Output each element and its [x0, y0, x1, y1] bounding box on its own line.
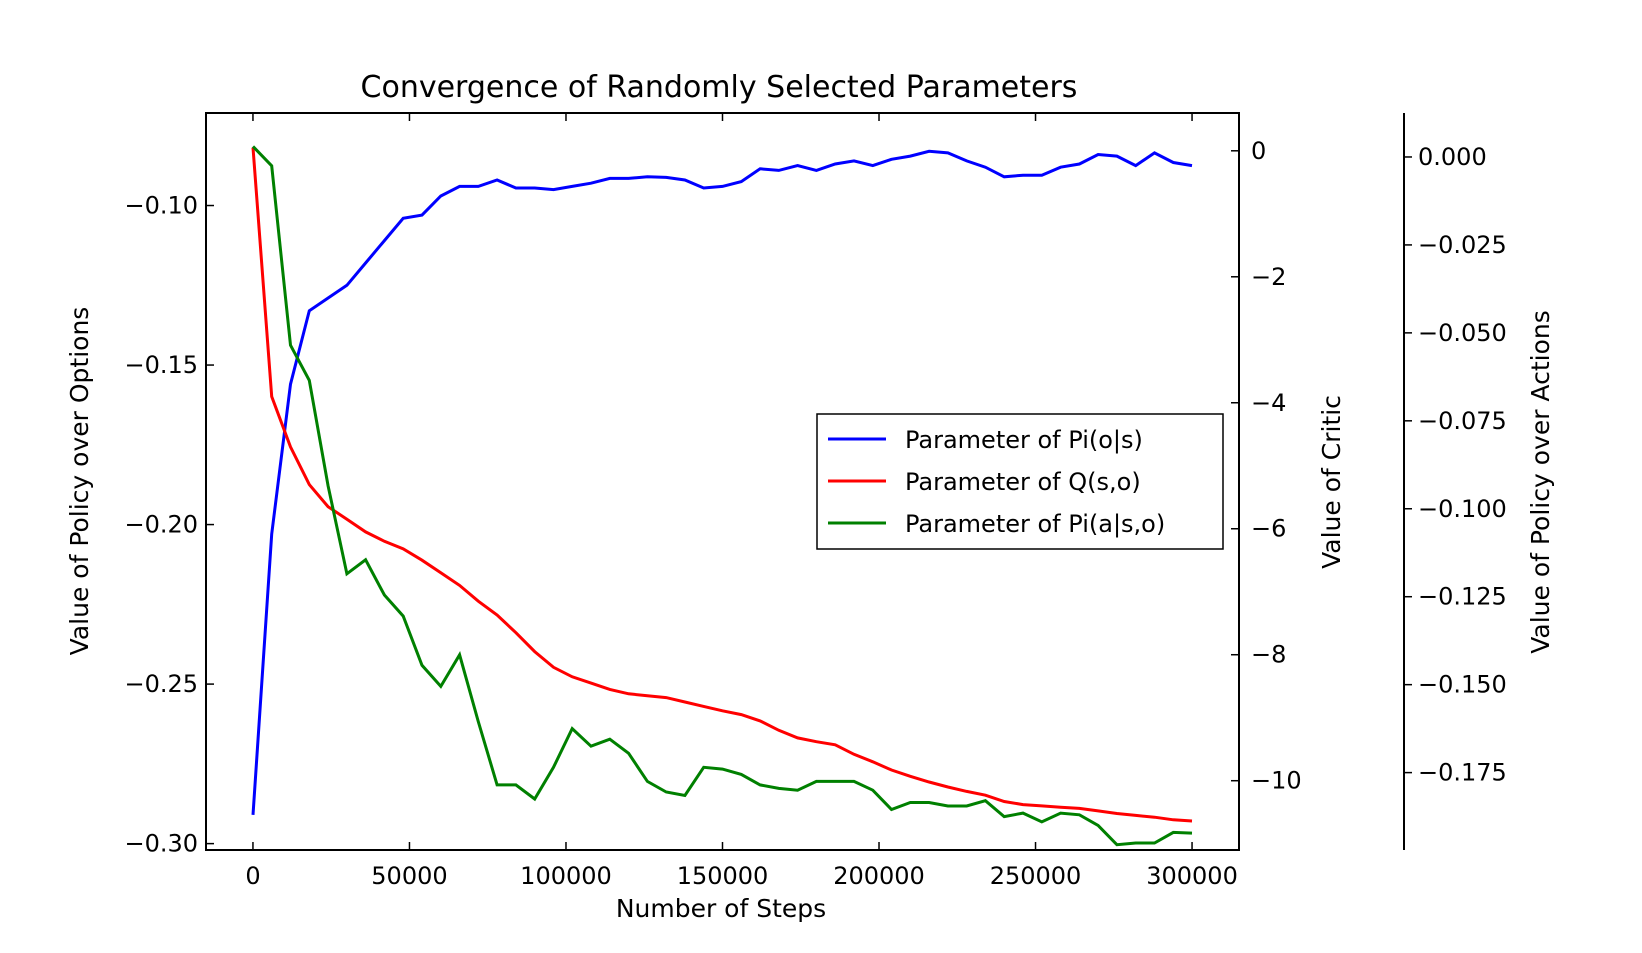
x-tick-label: 50000 — [371, 862, 447, 890]
actions-tick-label: −0.150 — [1418, 671, 1507, 699]
chart-title: Convergence of Randomly Selected Paramet… — [361, 70, 1078, 105]
right-critic-axis-ticks: 0 −2 −4 −6 −8 −10 — [1231, 137, 1302, 795]
critic-tick-label: −8 — [1251, 641, 1286, 669]
actions-tick-label: −0.025 — [1418, 231, 1507, 259]
legend-label: Parameter of Pi(a|s,o) — [905, 510, 1165, 538]
right-actions-axis-ticks: 0.000 −0.025 −0.050 −0.075 −0.100 −0.125 −0.15… — [1404, 143, 1507, 787]
left-axis-title: Value of Policy over Options — [65, 307, 94, 656]
x-axis-title: Number of Steps — [616, 894, 826, 923]
left-tick-label: −0.10 — [124, 192, 198, 220]
x-tick-label: 100000 — [520, 862, 612, 890]
actions-tick-label: −0.100 — [1418, 495, 1507, 523]
x-tick-label: 150000 — [677, 862, 769, 890]
x-tick-label: 300000 — [1146, 862, 1238, 890]
actions-tick-label: −0.175 — [1418, 759, 1507, 787]
legend: Parameter of Pi(o|s) Parameter of Q(s,o)… — [816, 413, 1224, 550]
x-tick-label: 250000 — [990, 862, 1082, 890]
x-tick-label: 200000 — [833, 862, 925, 890]
critic-axis-title: Value of Critic — [1317, 395, 1346, 569]
legend-entry: Parameter of Pi(o|s) — [828, 426, 1143, 454]
actions-tick-label: −0.050 — [1418, 319, 1507, 347]
critic-tick-label: −2 — [1251, 263, 1286, 291]
actions-tick-label: −0.075 — [1418, 407, 1507, 435]
series-line-pi-a-s-o — [251, 145, 1193, 847]
critic-tick-label: −10 — [1251, 767, 1302, 795]
critic-tick-label: 0 — [1251, 137, 1266, 165]
critic-tick-label: −4 — [1251, 389, 1286, 417]
series-line-pi-o-s — [251, 149, 1193, 815]
left-tick-label: −0.15 — [124, 351, 198, 379]
actions-tick-label: 0.000 — [1418, 143, 1487, 171]
actions-axis-title: Value of Policy over Actions — [1526, 310, 1555, 654]
left-tick-label: −0.30 — [124, 830, 198, 858]
legend-entry: Parameter of Q(s,o) — [828, 468, 1141, 496]
series-lines — [251, 145, 1193, 847]
actions-tick-label: −0.125 — [1418, 583, 1507, 611]
x-tick-label: 0 — [245, 862, 260, 890]
legend-entry: Parameter of Pi(a|s,o) — [828, 510, 1165, 538]
series-line-q-s-o — [251, 147, 1193, 823]
legend-label: Parameter of Pi(o|s) — [905, 426, 1143, 454]
left-axis-ticks: −0.10 −0.15 −0.20 −0.25 −0.30 — [124, 192, 214, 858]
left-tick-label: −0.20 — [124, 511, 198, 539]
x-axis-ticks: 0 50000 100000 150000 200000 250000 300000 — [245, 113, 1238, 890]
left-tick-label: −0.25 — [124, 670, 198, 698]
critic-tick-label: −6 — [1251, 515, 1286, 543]
legend-label: Parameter of Q(s,o) — [905, 468, 1141, 496]
